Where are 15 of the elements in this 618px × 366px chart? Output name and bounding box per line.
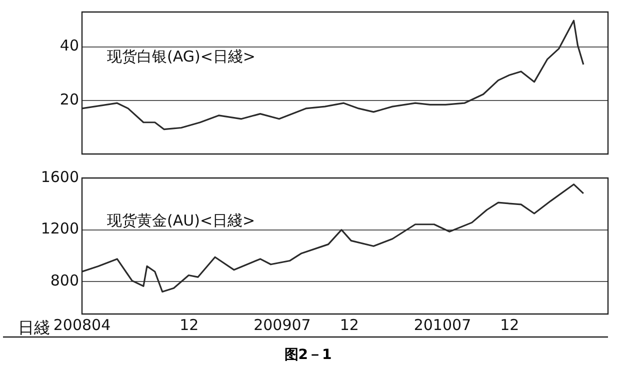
x-tick-label: 12	[180, 316, 199, 334]
text: 现货白银(AG)<日綫>	[107, 47, 256, 66]
x-tick-label: 201007	[414, 316, 472, 334]
y-tick-label: 1200	[40, 220, 79, 238]
y-tick-label: 1600	[40, 168, 79, 186]
x-axis-title: 日綫	[18, 318, 50, 338]
y-tick-label: 800	[50, 272, 79, 290]
text: 现货黄金(AU)<日綫>	[107, 211, 256, 230]
x-tick-label: 12	[340, 316, 359, 334]
y-tick-label: 40	[60, 36, 79, 55]
y-tick-label: 20	[60, 90, 79, 108]
x-tick-label: 200907	[254, 316, 311, 334]
x-tick-label: 12	[500, 316, 520, 334]
x-tick-label: 200804	[53, 316, 111, 334]
caption: 图2－1	[283, 346, 333, 364]
